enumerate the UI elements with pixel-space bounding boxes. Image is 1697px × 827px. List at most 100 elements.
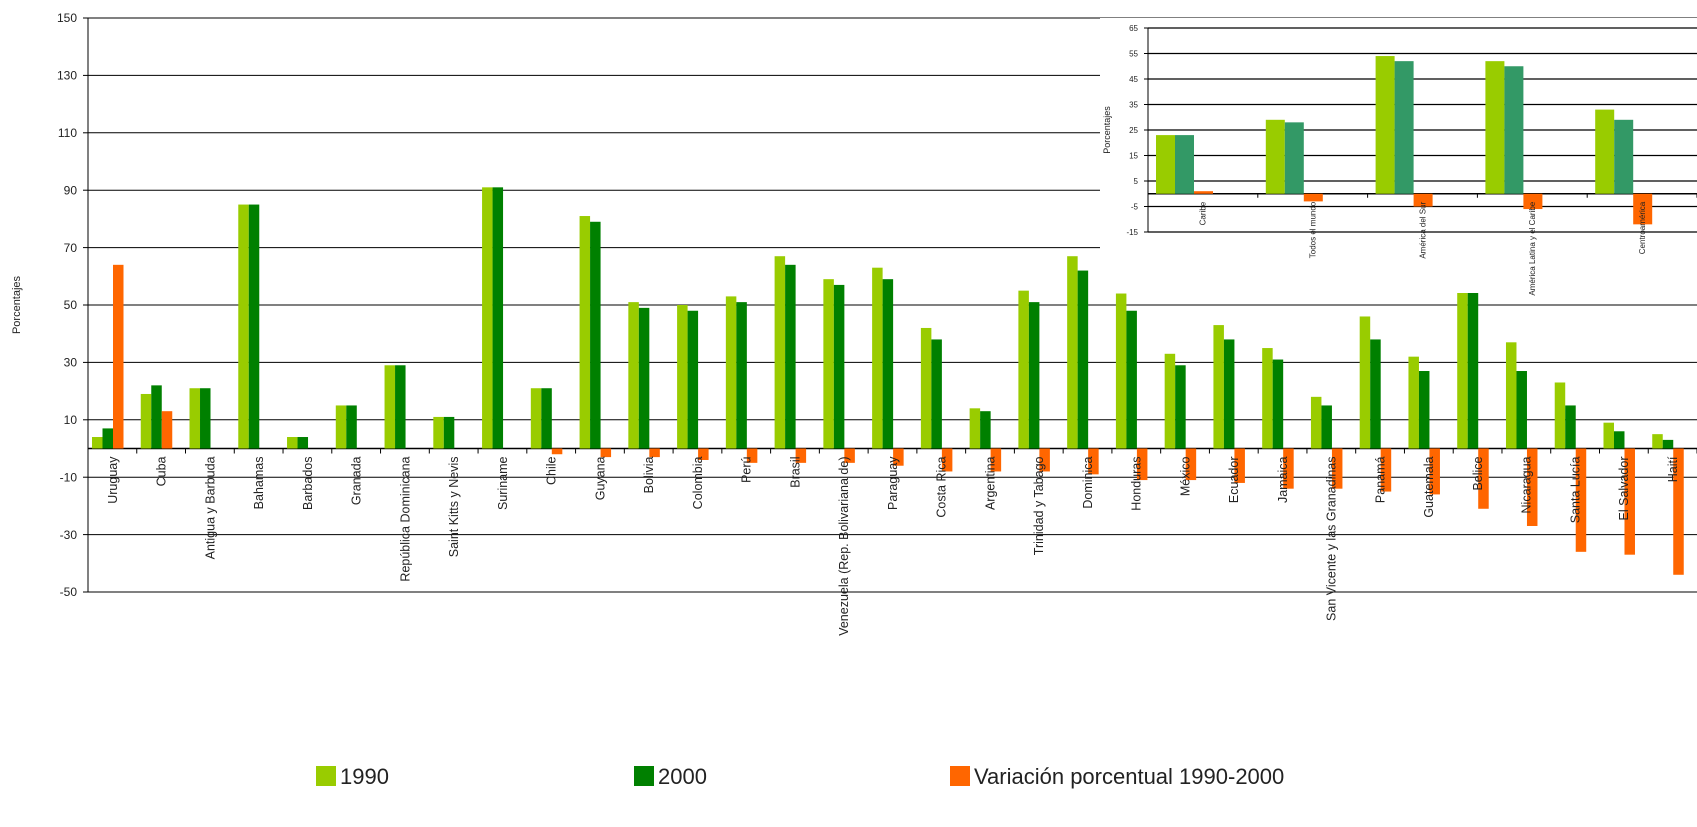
main-category-label: Uruguay [106, 456, 120, 504]
main-ytick-label: -30 [60, 528, 78, 542]
main-bar-variacion-mexico [1185, 448, 1197, 481]
main-bar-1990-nicaragua [1505, 342, 1517, 449]
main-bar-variacion-el-salvador [1624, 448, 1635, 555]
main-bar-1990-chile [530, 388, 542, 449]
main-bar-1990-jamaica [1262, 348, 1273, 449]
main-bar-variacion-san-vicente-y-las-granadinas [1331, 448, 1343, 489]
inset-bar-2000-america-latina-y-el-caribe [1504, 66, 1524, 194]
main-bar-variacion-costa-rica [941, 448, 953, 472]
main-bar-2000-ecuador [1223, 339, 1235, 449]
main-bar-1990-brasil [774, 256, 786, 449]
main-bar-1990-uruguay [92, 437, 103, 449]
main-category-label: Antigua y Barbuda [203, 456, 217, 559]
inset-ytick-label: 35 [1129, 100, 1138, 109]
main-category-label: Suriname [496, 456, 510, 510]
main-bar-2000-santa-lucia [1565, 405, 1576, 449]
main-category-label: Cuba [155, 456, 169, 486]
main-ytick-label: 150 [57, 11, 77, 25]
main-bar-2000-saint-kitts-y-nevis [443, 416, 455, 449]
main-ytick-label: 10 [64, 413, 78, 427]
legend-label-variacion: Variación porcentual 1990-2000 [974, 764, 1284, 789]
inset-bar-2000-caribe [1175, 135, 1194, 194]
main-bar-1990-peru [725, 296, 737, 449]
main-bar-variacion-chile [551, 448, 563, 455]
main-bar-variacion-argentina [990, 448, 1002, 472]
main-bar-2000-el-salvador [1613, 431, 1625, 449]
main-chart: 150 130 110 90 70 50 30 10 -10 -30 -50 Porcentajes U… [11, 11, 1697, 636]
main-bar-2000-suriname [492, 187, 504, 449]
inset-bar-variacion-caribe [1194, 191, 1213, 194]
main-category-label: Paraguay [886, 456, 900, 510]
main-bar-2000-bolivia [638, 307, 650, 449]
inset-ytick-label: 45 [1129, 75, 1138, 84]
main-category-label: Honduras [1130, 457, 1144, 511]
main-bar-1990-santa-lucia [1554, 382, 1566, 449]
main-ytick-label: 110 [58, 126, 77, 140]
legend-swatch-1990 [316, 766, 336, 786]
main-bar-1990-panama [1359, 316, 1371, 449]
inset-category-label: América Latina y el Caribe [1528, 201, 1537, 295]
main-bar-2000-belice [1467, 276, 1479, 449]
main-category-label: Dominica [1081, 456, 1095, 508]
legend-label-2000: 2000 [658, 764, 707, 789]
main-bar-1990-bahamas [238, 204, 249, 449]
main-category-label: Nicaragua [1520, 456, 1534, 513]
main-bar-2000-chile [541, 388, 552, 449]
inset-bar-1990-caribe [1156, 135, 1175, 194]
main-bar-1990-guyana [579, 216, 591, 449]
main-ytick-label: -10 [60, 470, 78, 484]
main-bar-1990-cuba [140, 393, 152, 449]
main-category-label: Bolivia [642, 456, 656, 493]
main-bar-2000-mexico [1175, 365, 1186, 449]
main-bar-variacion-trinidad-y-tabago [1039, 448, 1050, 472]
main-bar-1990-guatemala [1408, 356, 1419, 449]
main-bar-1990-mexico [1164, 353, 1176, 449]
main-bar-1990-ecuador [1213, 325, 1224, 449]
main-bar-2000-nicaragua [1516, 371, 1527, 449]
inset-bar-1990-centroamerica [1595, 109, 1615, 194]
main-bar-variacion-cuba [161, 411, 173, 449]
inset-bar-variacion-todos-el-mundo [1303, 193, 1323, 202]
inset-bar-2000-america-del-sur [1394, 61, 1414, 194]
inset-y-axis-title: Porcentajes [1102, 106, 1112, 154]
main-bar-2000-argentina [980, 411, 991, 449]
main-bar-1990-haiti [1652, 434, 1663, 449]
main-bar-1990-saint-kitts-y-nevis [433, 416, 444, 449]
main-bar-variacion-santa-lucia [1575, 448, 1587, 552]
main-bar-2000-panama [1370, 339, 1381, 449]
main-bar-variacion-uruguay [113, 264, 124, 449]
inset-bar-2000-centroamerica [1614, 119, 1634, 194]
main-bar-variacion-nicaragua [1526, 448, 1538, 526]
main-bar-2000-paraguay [882, 279, 894, 449]
main-bar-2000-republica-dominicana [395, 365, 406, 449]
main-category-label: Barbados [301, 457, 315, 511]
main-category-label: Bahamas [252, 457, 266, 510]
main-category-label: Granada [350, 456, 364, 505]
inset-ytick-label: -15 [1126, 228, 1138, 237]
main-ytick-label: 30 [64, 356, 78, 370]
main-ytick-label: 90 [64, 183, 78, 197]
main-bar-1990-suriname [482, 187, 493, 449]
main-bar-2000-honduras [1126, 310, 1137, 449]
inset-category-label: Todos el mundo [1309, 201, 1318, 258]
main-category-label: Saint Kitts y Nevis [447, 457, 461, 558]
main-category-label: Trinidad y Tabago [1032, 456, 1046, 555]
main-bar-2000-colombia [687, 310, 699, 449]
main-category-label: Belice [1471, 456, 1485, 490]
main-bar-2000-uruguay [102, 428, 113, 449]
main-bar-variacion-ecuador [1234, 448, 1245, 483]
main-bar-variacion-panama [1380, 448, 1392, 492]
main-category-label: El Salvador [1617, 457, 1631, 521]
main-bar-2000-cuba [151, 385, 162, 449]
main-category-label: Guyana [593, 456, 607, 500]
main-bar-1990-honduras [1115, 293, 1127, 449]
main-ytick-label: -50 [60, 585, 78, 599]
main-category-label: Brasil [788, 457, 802, 488]
main-bar-2000-brasil [785, 264, 796, 449]
main-category-label: Perú [740, 456, 754, 482]
main-bar-variacion-belice [1478, 448, 1489, 509]
main-bar-1990-belice [1457, 233, 1468, 449]
inset-bar-1990-todos-el-mundo [1265, 119, 1285, 194]
main-bar-1990-san-vicente-y-las-granadinas [1310, 396, 1322, 449]
